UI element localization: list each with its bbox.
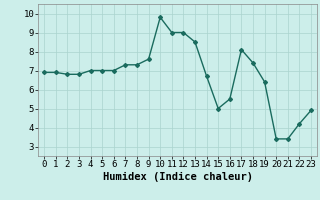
X-axis label: Humidex (Indice chaleur): Humidex (Indice chaleur) — [103, 172, 252, 182]
